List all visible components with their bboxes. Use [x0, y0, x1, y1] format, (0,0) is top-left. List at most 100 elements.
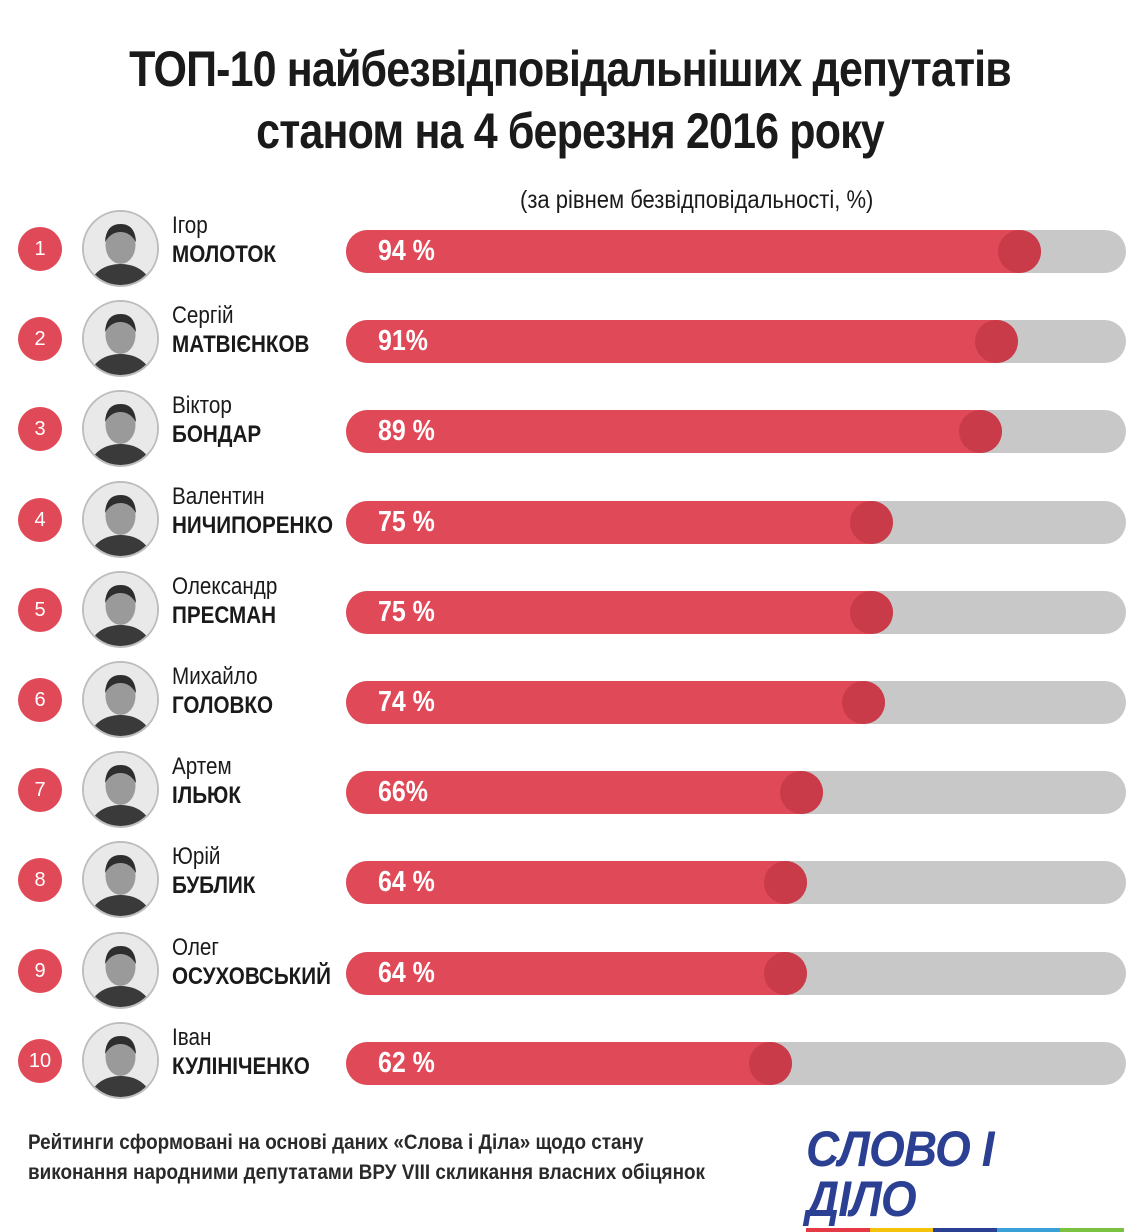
deputy-name: Валентин НИЧИПОРЕНКО: [172, 482, 333, 540]
last-name: ГОЛОВКО: [172, 692, 274, 719]
ranking-row: 2 Сергій МАТВІЄНКОВ 91%: [0, 298, 1140, 388]
rank-badge: 7: [18, 768, 62, 812]
stripe-segment: [1060, 1228, 1124, 1232]
first-name: Юрій: [172, 843, 221, 870]
ranking-row: 6 Михайло ГОЛОВКО 74 %: [0, 659, 1140, 749]
chart-subtitle: (за рівнем безвідповідальності, %): [520, 186, 874, 214]
deputy-name: Іван КУЛІНІЧЕНКО: [172, 1023, 310, 1081]
rank-badge: 2: [18, 317, 62, 361]
chart-title: ТОП-10 найбезвідповідальніших депутатів …: [80, 38, 1060, 162]
bar-end-marker: [764, 861, 807, 904]
portrait-icon: [84, 392, 157, 465]
stripe-segment: [996, 1228, 1061, 1232]
rank-badge: 8: [18, 858, 62, 902]
bar-value-label: 89 %: [378, 415, 435, 447]
bar-fill: [346, 501, 893, 544]
first-name: Віктор: [172, 392, 232, 419]
bar-end-marker: [998, 230, 1041, 273]
last-name: КУЛІНІЧЕНКО: [172, 1053, 310, 1080]
footnote-line-2: виконання народними депутатами ВРУ VIII …: [28, 1161, 705, 1184]
bar-value-label: 74 %: [378, 686, 435, 718]
first-name: Іван: [172, 1024, 212, 1051]
bar-end-marker: [975, 320, 1018, 363]
last-name: БОНДАР: [172, 421, 262, 448]
bar-track: 75 %: [346, 591, 1126, 634]
slovo-i-dilo-logo: СЛОВО І ДІЛО: [806, 1124, 1126, 1232]
rank-badge: 10: [18, 1039, 62, 1083]
portrait-icon: [84, 483, 157, 556]
portrait-icon: [84, 212, 157, 285]
last-name: НИЧИПОРЕНКО: [172, 512, 334, 539]
first-name: Михайло: [172, 663, 258, 690]
bar-end-marker: [764, 952, 807, 995]
last-name: ПРЕСМАН: [172, 602, 277, 629]
portrait-icon: [84, 1024, 157, 1097]
bar-fill: [346, 681, 885, 724]
rank-badge: 5: [18, 588, 62, 632]
deputy-name: Артем ІЛЬЮК: [172, 752, 241, 810]
deputy-name: Юрій БУБЛИК: [172, 842, 255, 900]
bar-track: 64 %: [346, 952, 1126, 995]
bar-track: 66%: [346, 771, 1126, 814]
deputy-photo: [82, 390, 159, 467]
deputy-name: Олександр ПРЕСМАН: [172, 572, 277, 630]
bar-track: 62 %: [346, 1042, 1126, 1085]
bar-track: 94 %: [346, 230, 1126, 273]
deputy-photo: [82, 300, 159, 377]
ranking-row: 1 Ігор МОЛОТОК 94 %: [0, 208, 1140, 298]
bar-track: 74 %: [346, 681, 1126, 724]
first-name: Сергій: [172, 302, 234, 329]
deputy-name: Віктор БОНДАР: [172, 391, 261, 449]
title-line-2: станом на 4 березня 2016 року: [256, 103, 885, 159]
ranking-row: 3 Віктор БОНДАР 89 %: [0, 388, 1140, 478]
last-name: ОСУХОВСЬКИЙ: [172, 963, 331, 990]
deputy-photo: [82, 481, 159, 558]
deputy-name: Михайло ГОЛОВКО: [172, 662, 273, 720]
first-name: Ігор: [172, 212, 208, 239]
rank-badge: 3: [18, 407, 62, 451]
bar-fill: [346, 952, 807, 995]
deputy-name: Олег ОСУХОВСЬКИЙ: [172, 933, 331, 991]
deputy-name: Ігор МОЛОТОК: [172, 211, 276, 269]
stripe-segment: [933, 1228, 997, 1232]
stripe-segment: [869, 1228, 934, 1232]
first-name: Олег: [172, 934, 219, 961]
portrait-icon: [84, 934, 157, 1007]
bar-end-marker: [842, 681, 885, 724]
deputy-photo: [82, 210, 159, 287]
rank-badge: 4: [18, 498, 62, 542]
deputy-photo: [82, 1022, 159, 1099]
bar-fill: [346, 861, 807, 904]
bar-value-label: 75 %: [378, 596, 435, 628]
first-name: Олександр: [172, 573, 278, 600]
rank-badge: 1: [18, 227, 62, 271]
portrait-icon: [84, 302, 157, 375]
bar-fill: [346, 230, 1041, 273]
last-name: МОЛОТОК: [172, 241, 277, 268]
last-name: МАТВІЄНКОВ: [172, 331, 310, 358]
footnote-line-1: Рейтинги сформовані на основі даних «Сло…: [28, 1131, 644, 1154]
bar-value-label: 64 %: [378, 957, 435, 989]
ranking-row: 5 Олександр ПРЕСМАН 75 %: [0, 569, 1140, 659]
ranking-row: 7 Артем ІЛЬЮК 66%: [0, 749, 1140, 839]
bar-fill: [346, 1042, 792, 1085]
deputy-photo: [82, 841, 159, 918]
ranking-row: 8 Юрій БУБЛИК 64 %: [0, 839, 1140, 929]
portrait-icon: [84, 573, 157, 646]
ranking-row: 4 Валентин НИЧИПОРЕНКО 75 %: [0, 479, 1140, 569]
last-name: ІЛЬЮК: [172, 782, 241, 809]
bar-fill: [346, 320, 1018, 363]
logo-color-stripe: [806, 1228, 1124, 1232]
deputy-photo: [82, 661, 159, 738]
bar-track: 64 %: [346, 861, 1126, 904]
stripe-segment: [806, 1228, 870, 1232]
bar-end-marker: [959, 410, 1002, 453]
ranking-row: 9 Олег ОСУХОВСЬКИЙ 64 %: [0, 930, 1140, 1020]
last-name: БУБЛИК: [172, 872, 256, 899]
bar-value-label: 75 %: [378, 506, 435, 538]
bar-end-marker: [850, 591, 893, 634]
rank-badge: 9: [18, 949, 62, 993]
bar-value-label: 91%: [378, 325, 428, 357]
logo-text: СЛОВО І ДІЛО: [806, 1121, 994, 1227]
rank-badge: 6: [18, 678, 62, 722]
